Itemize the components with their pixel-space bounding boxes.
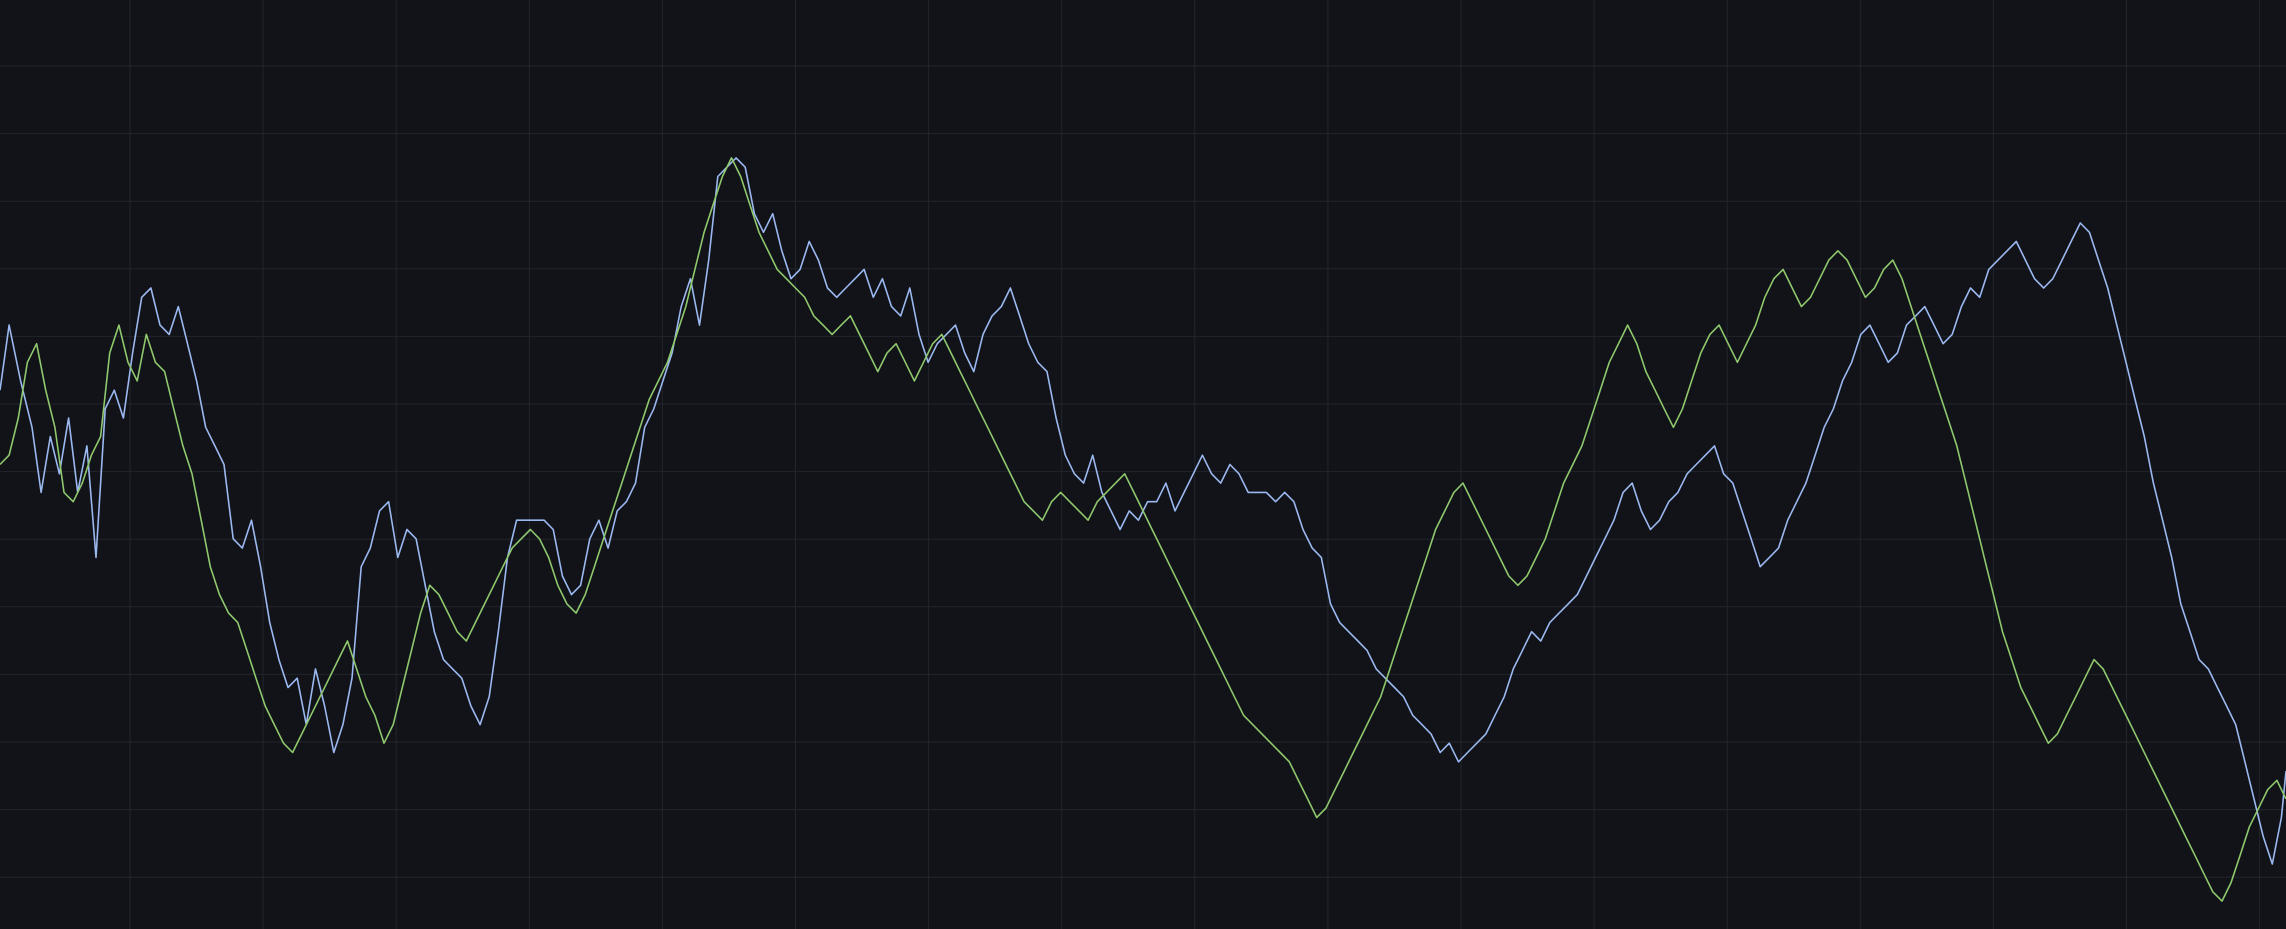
series-line-1: [0, 157, 2286, 865]
series-group: [0, 157, 2286, 902]
series-line-2: [0, 157, 2286, 902]
